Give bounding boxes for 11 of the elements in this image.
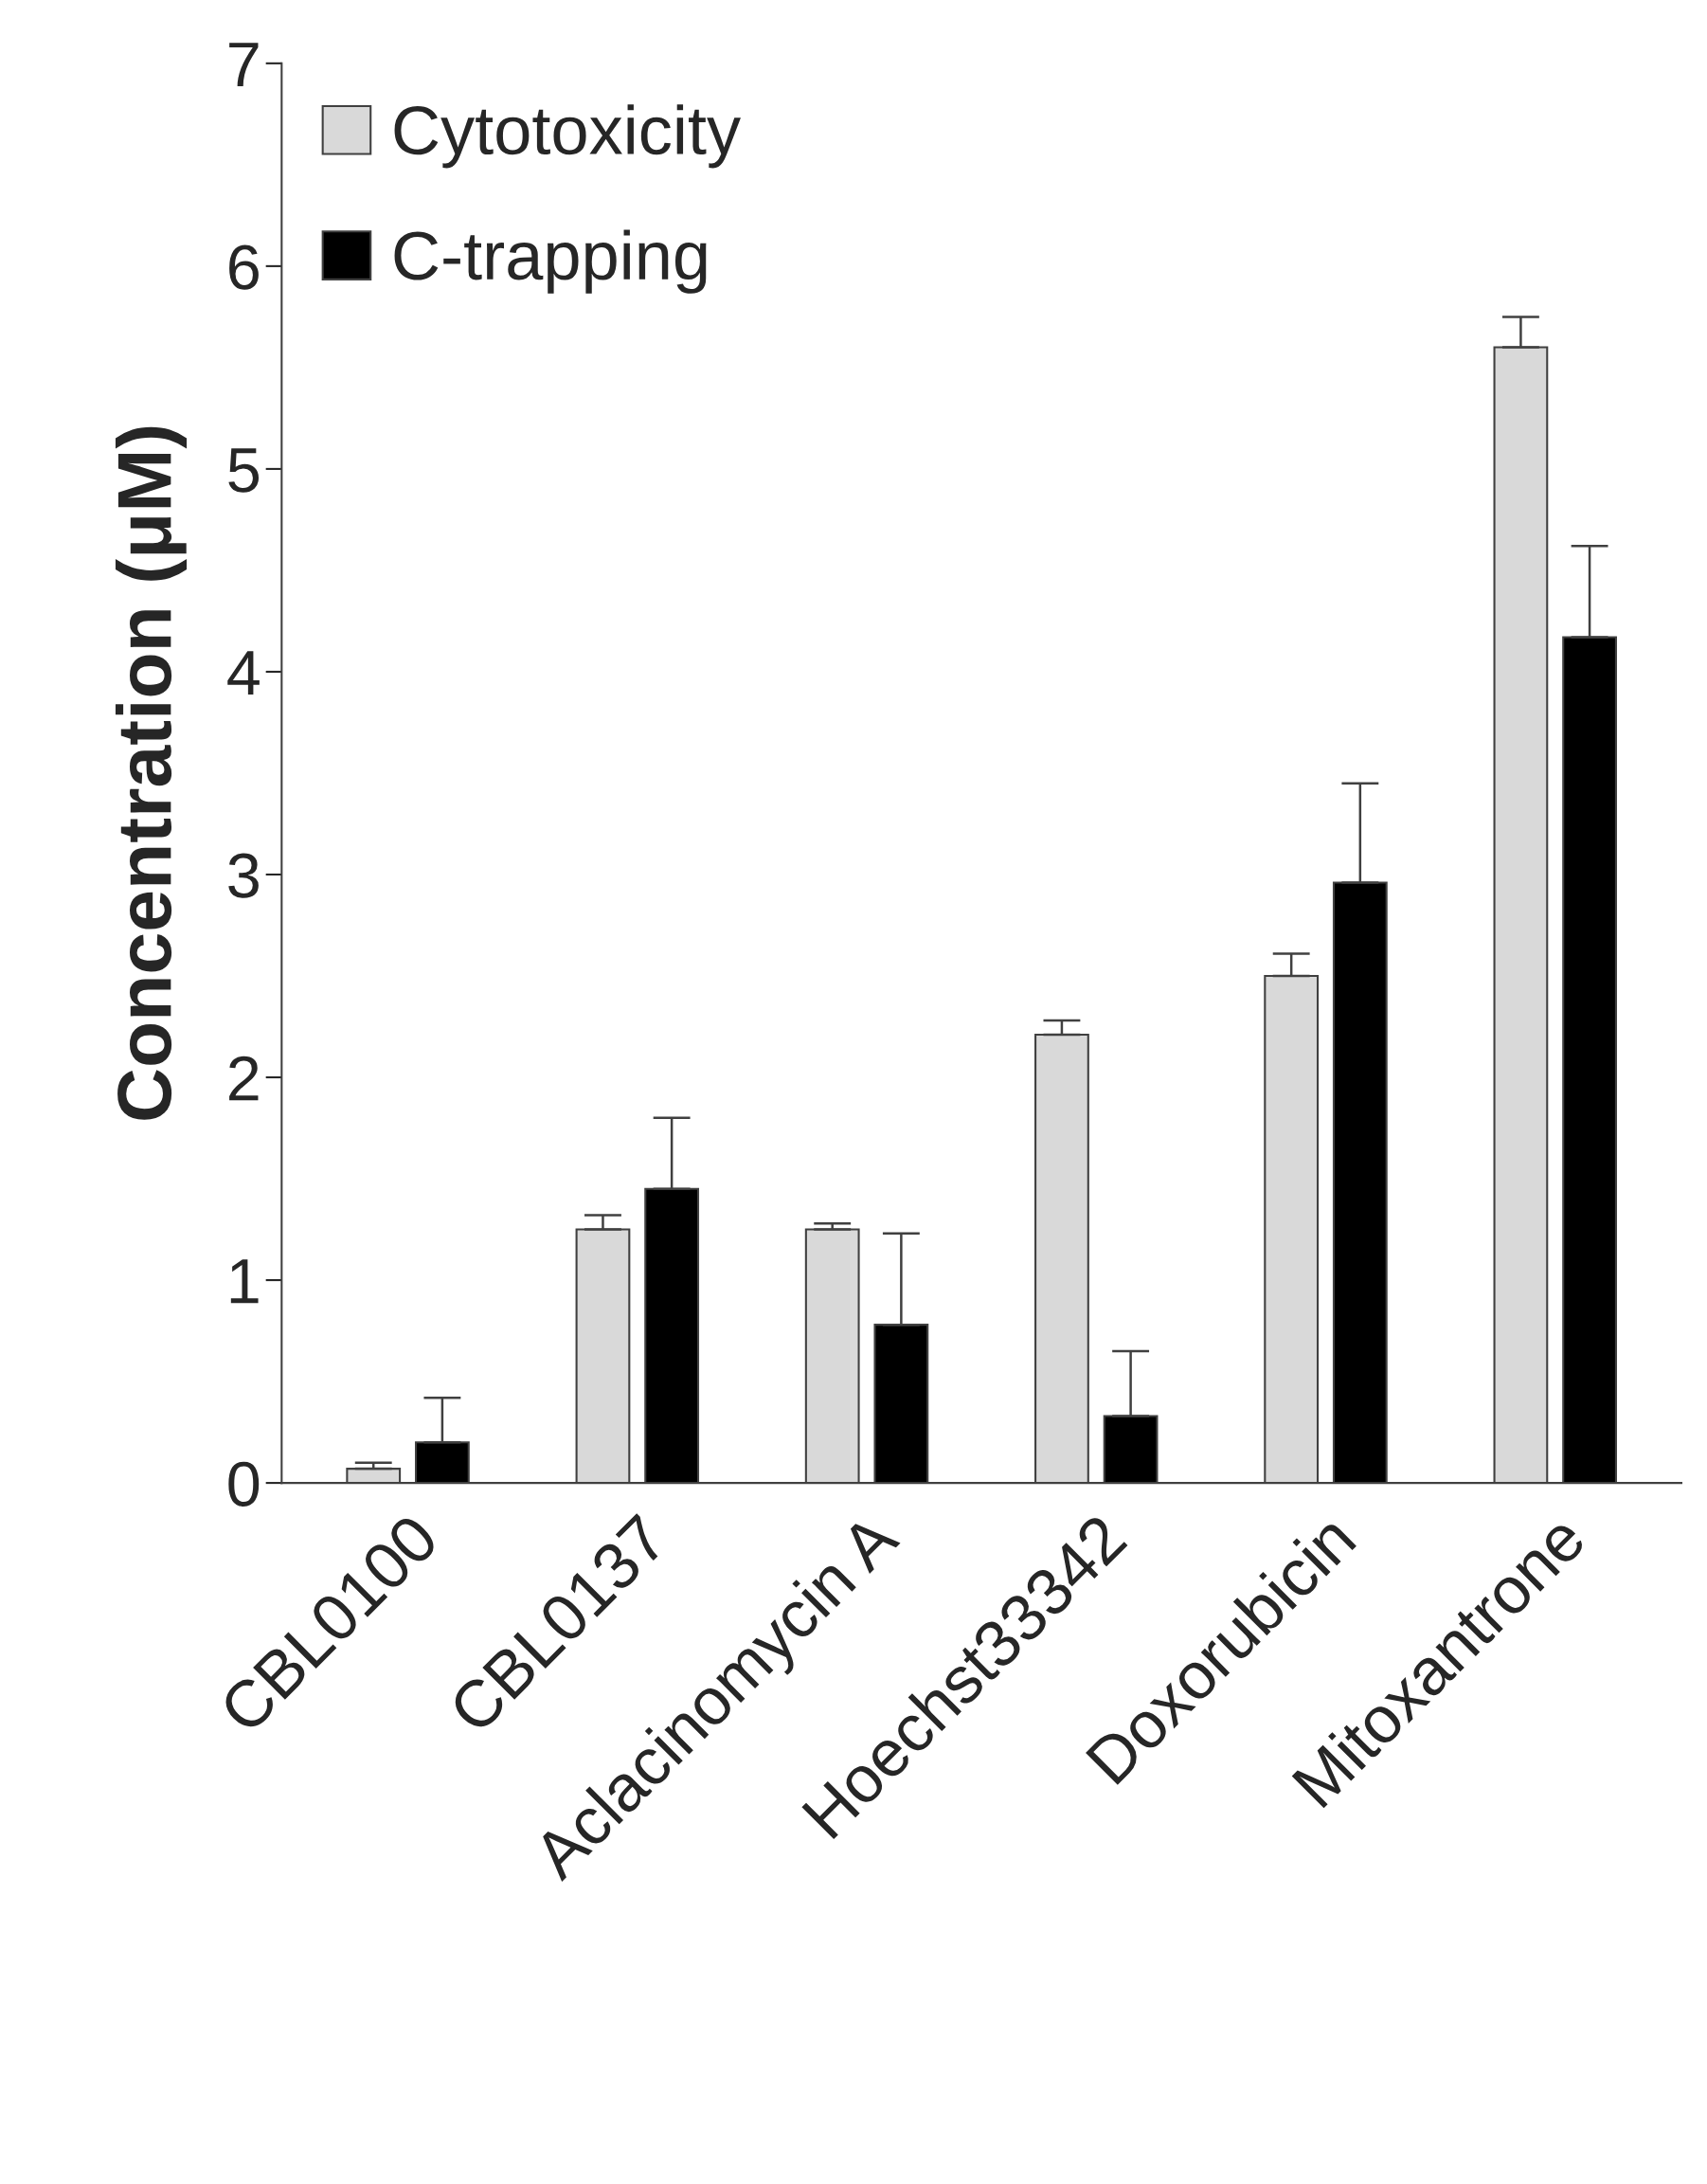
y-tick-label: 0 <box>228 1461 260 1507</box>
y-axis-title: Concentration (μM) <box>115 426 188 1120</box>
y-tick-label: 4 <box>227 651 260 695</box>
y-tick-label: 3 <box>228 853 259 898</box>
y-tick-label: 2 <box>229 1056 259 1101</box>
y-tick-label: 1 <box>230 1259 259 1304</box>
y-tick-label: 5 <box>228 448 260 493</box>
legend-label: C-trapping <box>394 229 707 294</box>
y-tick-label: 6 <box>229 244 259 290</box>
y-tick-label: 7 <box>229 43 259 86</box>
legend-label: Cytotoxicity <box>394 104 741 169</box>
